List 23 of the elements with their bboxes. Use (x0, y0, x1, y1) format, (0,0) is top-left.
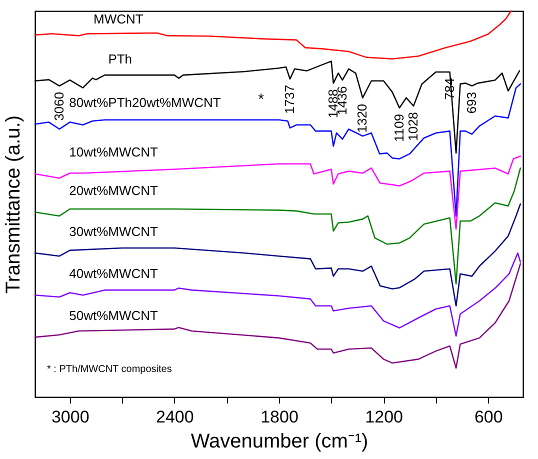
series-label: 40wt%MWCNT (69, 266, 158, 281)
x-tick-label: 600 (474, 408, 503, 426)
series-label: PTh (108, 52, 132, 67)
annotation: 3060 (51, 92, 66, 121)
annotation: 693 (464, 92, 479, 114)
x-tick-label: 3000 (51, 408, 90, 426)
y-axis-title: Transmittance (a.u.) (2, 115, 24, 294)
annotation: * : PTh/MWCNT composites (47, 364, 172, 375)
series-label: MWCNT (94, 11, 144, 26)
annotation: * (258, 91, 264, 108)
series-label: 50wt%MWCNT (69, 308, 158, 323)
x-tick-label: 1800 (260, 408, 298, 426)
series-label: 20wt%MWCNT (69, 182, 158, 198)
series-label: 30wt%MWCNT (69, 224, 158, 239)
annotation: 1028 (406, 112, 421, 141)
x-tick-label: 1200 (365, 408, 403, 426)
annotation: 1320 (354, 104, 370, 133)
x-axis-title: Wavenumber (cm⁻¹) (190, 430, 368, 452)
x-tick-label: 2400 (156, 408, 194, 426)
annotation: 1109 (391, 114, 406, 142)
series-label: 80wt%PTh20wt%MWCNT (69, 94, 221, 110)
series-label: 10wt%MWCNT (69, 144, 158, 160)
annotation: 1737 (282, 84, 297, 114)
